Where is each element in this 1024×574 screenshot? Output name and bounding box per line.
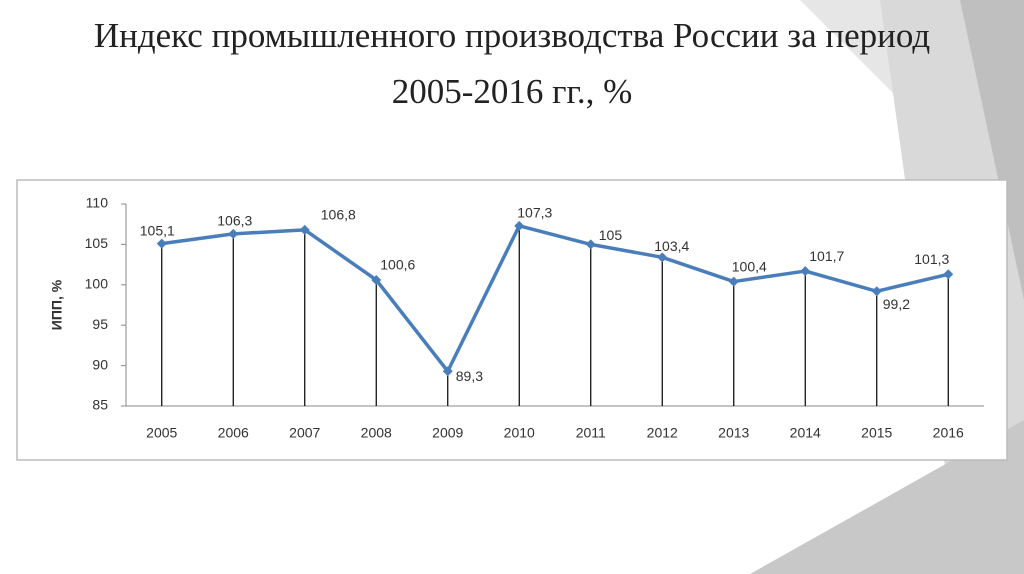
y-tick-label: 95 [92,316,108,332]
series-line [161,224,949,374]
bg-shape [960,0,1024,300]
x-tick-label: 2015 [861,425,892,441]
point-marker [156,238,167,249]
data-label: 105,1 [140,222,175,238]
title: Индекс промышленного производства России… [93,16,931,111]
y-tick-label: 110 [86,195,109,211]
point-marker [871,286,882,297]
point-marker [514,220,525,231]
y-tick-label: 100 [85,276,109,292]
data-label: 105 [599,227,623,243]
point-marker [585,239,596,250]
x-tick-label: 2012 [647,425,678,441]
x-tick-label: 2011 [576,425,606,441]
y-tick-label: 105 [85,235,109,251]
x-tick-label: 2009 [432,425,463,441]
data-label: 99,2 [883,296,910,312]
data-label: 101,3 [914,251,949,267]
data-label: 100,4 [732,258,767,274]
y-axis-label: ИПП, % [49,279,65,330]
x-tick-label: 2016 [933,425,964,441]
data-label: 106,8 [321,207,356,223]
data-label: 106,3 [217,213,252,229]
data-label: 101,7 [809,248,844,264]
y-tick-label: 85 [92,397,108,413]
point-marker [371,274,382,285]
y-tick-label: 90 [92,356,108,372]
data-label: 89,3 [456,368,483,384]
point-marker [943,269,954,280]
data-label: 107,3 [517,205,552,221]
x-tick-label: 2007 [289,425,320,441]
x-tick-label: 2006 [218,425,249,441]
point-marker [442,366,453,377]
point-marker [657,252,668,263]
x-tick-label: 2014 [790,425,821,441]
x-tick-label: 2008 [361,425,392,441]
point-marker [800,266,811,277]
point-marker [228,228,239,239]
data-label: 103,4 [654,238,689,254]
x-tick-label: 2013 [718,425,749,441]
point-marker [728,276,739,287]
x-tick-label: 2010 [504,425,535,441]
data-label: 100,6 [380,257,415,273]
chart-frame [16,179,1008,461]
x-tick-label: 2005 [146,425,177,441]
point-marker [299,224,310,235]
